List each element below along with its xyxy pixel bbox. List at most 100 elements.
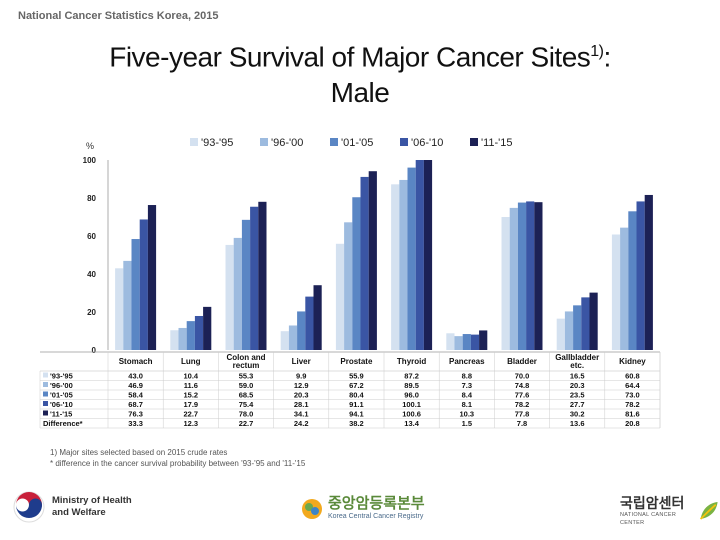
table-row-label: '06-'10 — [50, 400, 73, 409]
bar — [131, 239, 140, 350]
table-legend-swatch — [43, 391, 48, 397]
bar — [462, 334, 471, 350]
bar — [344, 222, 353, 350]
kccr-logo: 중앙암등록본부 Korea Central Cancer Registry — [300, 496, 425, 521]
bar — [636, 201, 645, 350]
table-cell: 68.5 — [239, 391, 254, 400]
bar — [526, 201, 535, 350]
legend-swatch — [470, 138, 478, 146]
legend-swatch — [400, 138, 408, 146]
bar — [415, 160, 424, 350]
table-cell: 96.0 — [404, 391, 419, 400]
bar — [573, 305, 582, 350]
table-cell: 68.7 — [128, 400, 143, 409]
table-cell: 59.0 — [239, 381, 254, 390]
ncc-logo: 국립암센터 NATIONAL CANCER CENTER — [620, 495, 720, 527]
table-cell: 8.8 — [462, 372, 472, 381]
table-row-label: '93-'95 — [50, 372, 73, 381]
table-cell: 78.0 — [239, 410, 254, 419]
bar — [178, 327, 187, 350]
bar — [123, 260, 132, 350]
table-cell: 55.3 — [239, 372, 254, 381]
table-cell: 80.4 — [349, 391, 364, 400]
bar — [352, 197, 361, 350]
ministry-logo: Ministry of Health and Welfare — [12, 490, 132, 524]
ncc-line1: 국립암센터 — [620, 495, 685, 511]
kccr-line1: 중앙암등록본부 — [328, 495, 425, 512]
title-main: Five-year Survival of Major Cancer Sites — [109, 41, 591, 73]
table-cell: 27.7 — [570, 400, 585, 409]
bar — [241, 219, 251, 350]
category-label: Colon and — [226, 353, 265, 362]
table-cell: 30.2 — [570, 410, 585, 419]
title-line2: Male — [330, 77, 390, 109]
bar — [194, 315, 204, 350]
category-label: Thyroid — [397, 357, 426, 366]
bar — [288, 325, 298, 350]
legend-swatch — [330, 138, 338, 146]
bar — [534, 202, 543, 350]
table-cell: 77.8 — [515, 410, 530, 419]
table-cell: 77.6 — [515, 391, 530, 400]
legend-swatch — [260, 138, 268, 146]
bar — [139, 219, 148, 350]
bar — [233, 237, 242, 350]
bar — [280, 331, 289, 350]
table-cell: 22.7 — [239, 419, 254, 428]
table-cell: 22.7 — [183, 410, 198, 419]
bar — [250, 206, 259, 350]
table-cell: 91.1 — [349, 400, 364, 409]
table-cell: 60.8 — [625, 372, 640, 381]
bar — [509, 207, 518, 350]
table-cell: 74.8 — [515, 381, 530, 390]
bar — [470, 334, 480, 350]
header-note: National Cancer Statistics Korea, 2015 — [18, 10, 219, 22]
bar — [170, 330, 179, 350]
legend-label: '93-'95 — [201, 137, 233, 149]
category-label: Pancreas — [449, 357, 485, 366]
bar — [147, 205, 157, 350]
category-label: Stomach — [119, 357, 153, 366]
bar — [479, 330, 488, 350]
table-legend-swatch — [43, 372, 48, 378]
legend-label: '96-'00 — [271, 137, 303, 149]
bar — [297, 311, 306, 350]
bar — [564, 311, 574, 350]
y-axis-unit-label: % — [86, 141, 94, 151]
table-cell: 20.8 — [625, 419, 640, 428]
bar — [335, 243, 345, 350]
bar — [628, 211, 637, 350]
ministry-line1: Ministry of Health — [52, 495, 132, 506]
bar — [517, 202, 527, 350]
legend-swatch — [190, 138, 198, 146]
table-row-label: '01-'05 — [50, 391, 73, 400]
table-cell: 12.9 — [294, 381, 309, 390]
table-cell: 17.9 — [183, 400, 198, 409]
category-label: rectum — [233, 361, 260, 370]
table-row-label: '11-'15 — [50, 410, 72, 419]
table-cell: 76.3 — [128, 410, 143, 419]
bar — [446, 333, 455, 350]
table-cell: 75.4 — [239, 400, 254, 409]
y-tick-label: 20 — [87, 308, 96, 317]
ncc-line2: NATIONAL CANCER CENTER — [620, 512, 677, 526]
kccr-line2: Korea Central Cancer Registry — [328, 513, 424, 520]
category-label: Liver — [292, 357, 311, 366]
y-tick-label: 100 — [83, 156, 97, 165]
table-row-label: Difference* — [43, 419, 83, 428]
ncc-leaf-icon — [699, 502, 718, 520]
table-cell: 94.1 — [349, 410, 364, 419]
bar — [454, 336, 463, 350]
table-cell: 34.1 — [294, 410, 309, 419]
table-cell: 23.5 — [570, 391, 585, 400]
table-cell: 81.6 — [625, 410, 640, 419]
table-cell: 11.6 — [184, 381, 198, 390]
slide-title: Five-year Survival of Major Cancer Sites… — [0, 34, 720, 111]
legend-label: '06-'10 — [411, 137, 443, 149]
title-superscript: 1) — [590, 43, 604, 60]
table-cell: 70.0 — [515, 372, 530, 381]
table-cell: 7.8 — [517, 419, 527, 428]
footnote-1: 1) Major sites selected based on 2015 cr… — [50, 448, 228, 457]
table-row-label: '96-'00 — [50, 381, 73, 390]
